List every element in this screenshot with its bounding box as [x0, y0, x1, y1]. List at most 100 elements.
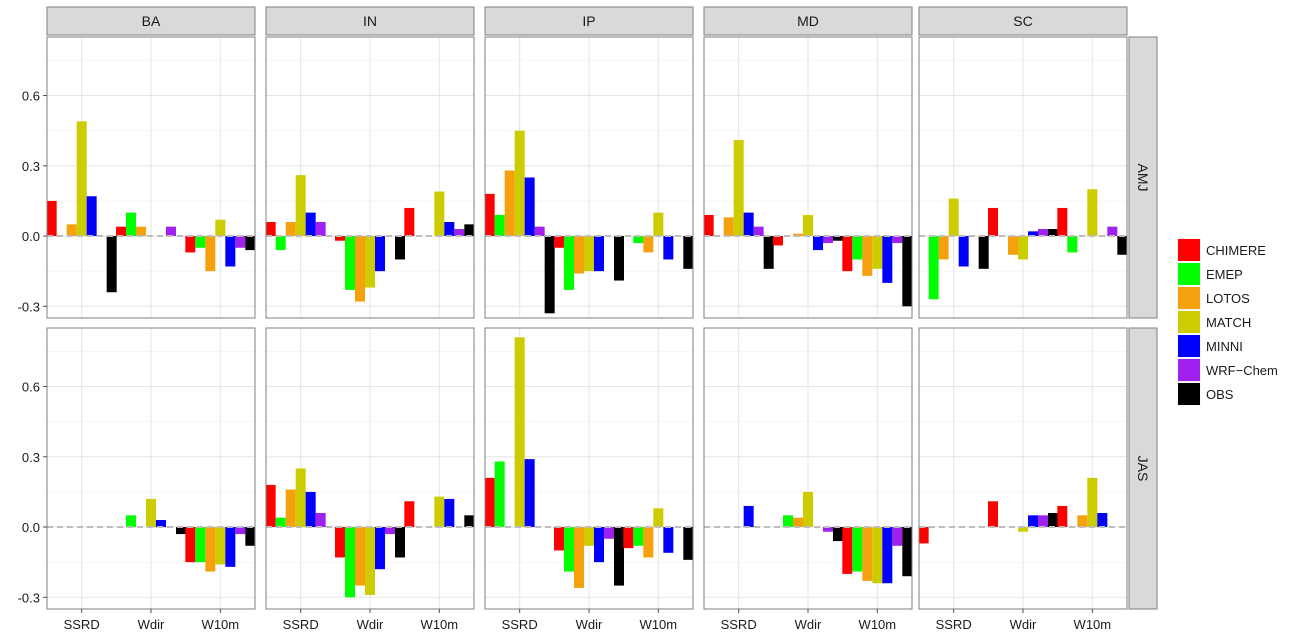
- x-tick-label-wdir: Wdir: [357, 617, 384, 632]
- legend-swatch-chimere: [1178, 239, 1200, 261]
- x-tick-label-w10m: W10m: [202, 617, 240, 632]
- bar-chimere-ssrd: [918, 527, 929, 544]
- y-tick-label: 0.3: [22, 450, 40, 465]
- x-tick-label-w10m: W10m: [859, 617, 897, 632]
- bar-lotos-ssrd: [504, 170, 515, 237]
- bar-lotos-w10m: [205, 236, 216, 272]
- legend: CHIMERE EMEP LOTOS MATCH MINNI WRF−Chem OBS: [1176, 237, 1278, 407]
- bar-wrf-chem-w10m: [1107, 226, 1118, 237]
- panel-sc-jas: [918, 327, 1128, 610]
- bar-match-wdir: [1018, 236, 1028, 260]
- bar-minni-wdir: [156, 520, 166, 528]
- bar-match-ssrd: [295, 175, 306, 237]
- x-tick-label-ssrd: SSRD: [936, 617, 972, 632]
- bar-obs-ssrd: [106, 236, 117, 293]
- bar-emep-w10m: [195, 527, 206, 563]
- bar-lotos-wdir: [355, 527, 365, 586]
- bar-emep-w10m: [1067, 236, 1078, 253]
- bar-obs-wdir: [614, 527, 624, 586]
- bar-obs-wdir: [1048, 229, 1058, 237]
- panel-ba-amj: [46, 36, 256, 319]
- panel-in-amj: [265, 36, 475, 319]
- bar-wrf-chem-ssrd: [315, 512, 326, 528]
- bar-wrf-chem-w10m: [235, 236, 246, 248]
- bar-chimere-wdir: [554, 236, 564, 248]
- bar-wrf-chem-wdir: [1038, 515, 1048, 528]
- y-tick-label: 0.0: [22, 229, 40, 244]
- bar-obs-w10m: [902, 527, 913, 577]
- bar-emep-w10m: [852, 236, 863, 260]
- bar-minni-ssrd: [86, 196, 97, 237]
- bar-minni-w10m: [1097, 512, 1108, 528]
- bar-wrf-chem-wdir: [604, 527, 614, 539]
- bar-minni-wdir: [1028, 231, 1038, 237]
- column-strips: BA IN IP MD SC: [46, 6, 1128, 36]
- bar-match-ssrd: [295, 468, 306, 528]
- bar-obs-w10m: [464, 515, 475, 528]
- bar-emep-wdir: [345, 527, 355, 598]
- strip-label-in: IN: [363, 13, 377, 29]
- bar-chimere-w10m: [1057, 207, 1068, 237]
- bar-match-w10m: [215, 527, 226, 565]
- panel-ip-amj: [484, 36, 694, 319]
- bar-obs-wdir: [1048, 512, 1058, 528]
- x-tick-label-ssrd: SSRD: [283, 617, 319, 632]
- bar-obs-w10m: [464, 224, 475, 237]
- bar-match-ssrd: [514, 130, 525, 237]
- panel-ba-jas: [46, 327, 256, 610]
- bar-match-wdir: [803, 491, 813, 528]
- bar-obs-w10m: [1117, 236, 1128, 255]
- bar-emep-wdir: [564, 236, 574, 290]
- bar-match-w10m: [872, 527, 883, 584]
- bar-chimere-ssrd: [265, 484, 276, 528]
- strip-ip: [484, 6, 694, 36]
- bar-minni-w10m: [444, 221, 455, 237]
- bar-wrf-chem-w10m: [235, 527, 246, 535]
- strip-ba: [46, 6, 256, 36]
- bar-lotos-wdir: [574, 236, 584, 274]
- bar-chimere-ssrd: [484, 193, 495, 237]
- bar-lotos-wdir: [793, 517, 803, 528]
- bar-wrf-chem-w10m: [892, 236, 903, 244]
- bar-match-wdir: [146, 498, 156, 528]
- bar-minni-w10m: [225, 236, 236, 267]
- bar-lotos-w10m: [643, 527, 654, 558]
- panel-sc-amj: [918, 36, 1128, 319]
- legend-label-chimere: CHIMERE: [1206, 243, 1266, 258]
- bar-wrf-chem-w10m: [454, 229, 465, 237]
- bar-lotos-ssrd: [66, 224, 77, 237]
- x-tick-label-ssrd: SSRD: [64, 617, 100, 632]
- strip-label-md: MD: [797, 13, 819, 29]
- x-tick-label-ssrd: SSRD: [721, 617, 757, 632]
- row-strips: AMJ JAS: [1128, 36, 1158, 610]
- bar-lotos-wdir: [793, 233, 803, 237]
- bar-minni-w10m: [882, 527, 893, 584]
- bar-wrf-chem-ssrd: [753, 226, 764, 237]
- bar-emep-wdir: [126, 212, 136, 237]
- bar-match-wdir: [584, 527, 594, 546]
- legend-swatch-emep: [1178, 263, 1200, 285]
- legend-label-minni: MINNI: [1206, 339, 1243, 354]
- bar-match-ssrd: [948, 198, 959, 237]
- panel-border: [265, 36, 475, 319]
- bar-match-wdir: [365, 527, 375, 595]
- panel-border: [484, 36, 694, 319]
- bar-emep-wdir: [564, 527, 574, 572]
- panel-border: [918, 36, 1128, 319]
- bar-obs-w10m: [902, 236, 913, 307]
- bar-obs-ssrd: [544, 236, 555, 314]
- bar-chimere-ssrd: [703, 214, 714, 237]
- x-tick-label-wdir: Wdir: [1010, 617, 1037, 632]
- bar-match-w10m: [434, 191, 445, 237]
- bar-obs-wdir: [395, 236, 405, 260]
- bar-obs-wdir: [176, 527, 186, 535]
- x-tick-label-w10m: W10m: [421, 617, 459, 632]
- bar-minni-ssrd: [524, 177, 535, 237]
- bar-wrf-chem-wdir: [385, 527, 395, 535]
- bar-lotos-wdir: [1008, 236, 1018, 255]
- bar-wrf-chem-wdir: [166, 226, 176, 237]
- bar-chimere-wdir: [554, 527, 564, 551]
- bar-match-w10m: [1087, 189, 1098, 237]
- bar-wrf-chem-wdir: [823, 236, 833, 244]
